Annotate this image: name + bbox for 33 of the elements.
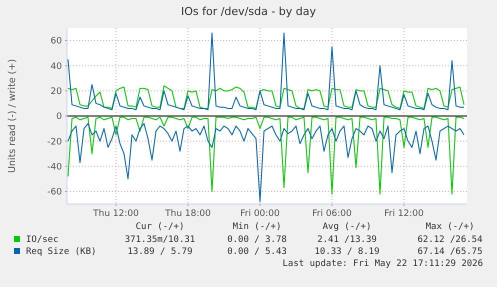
- text: Max (-/+): [426, 222, 474, 232]
- text: 67.14 /65.75: [417, 247, 483, 257]
- text: Avg (-/+): [322, 222, 372, 232]
- legend-label: Req Size (KB): [26, 247, 96, 257]
- y-tick-label: 60: [50, 36, 62, 47]
- text: 0.00 / 5.43: [227, 247, 287, 257]
- y-tick-label: 20: [50, 87, 62, 98]
- text: Last update: Fri May 22 17:11:29 2026: [282, 259, 483, 269]
- line-series: [68, 32, 464, 110]
- y-tick-label: -60: [47, 188, 62, 198]
- text: 13.89 / 5.79: [127, 247, 193, 257]
- text: 0.00 / 3.78: [227, 235, 287, 245]
- x-tick-label: Fri 06:00: [312, 209, 352, 219]
- line-series: [68, 116, 464, 194]
- legend-label: IO/sec: [26, 235, 59, 245]
- y-axis-title: Units read (-) / write (+): [7, 58, 18, 174]
- y-tick-label: -40: [47, 162, 62, 172]
- text: Min (-/+): [232, 222, 282, 232]
- line-series: [68, 123, 464, 202]
- y-tick-label: 40: [50, 62, 62, 72]
- text: 62.12 /26.54: [417, 235, 483, 245]
- y-tick-label: -20: [47, 137, 62, 148]
- y-tick-label: 0: [56, 112, 62, 122]
- text: 2.41 /13.39: [317, 235, 377, 245]
- x-tick-label: Fri 12:00: [384, 209, 424, 219]
- line-series: [68, 85, 464, 109]
- text: 371.35m/10.31: [124, 235, 196, 245]
- chart-title: IOs for /dev/sda - by day: [180, 5, 317, 18]
- text: Cur (-/+): [136, 222, 184, 232]
- x-tick-label: Thu 12:00: [92, 209, 140, 219]
- x-tick-label: Thu 18:00: [164, 209, 212, 219]
- x-tick-label: Fri 00:00: [240, 209, 280, 219]
- text: 10.33 / 8.19: [314, 247, 380, 257]
